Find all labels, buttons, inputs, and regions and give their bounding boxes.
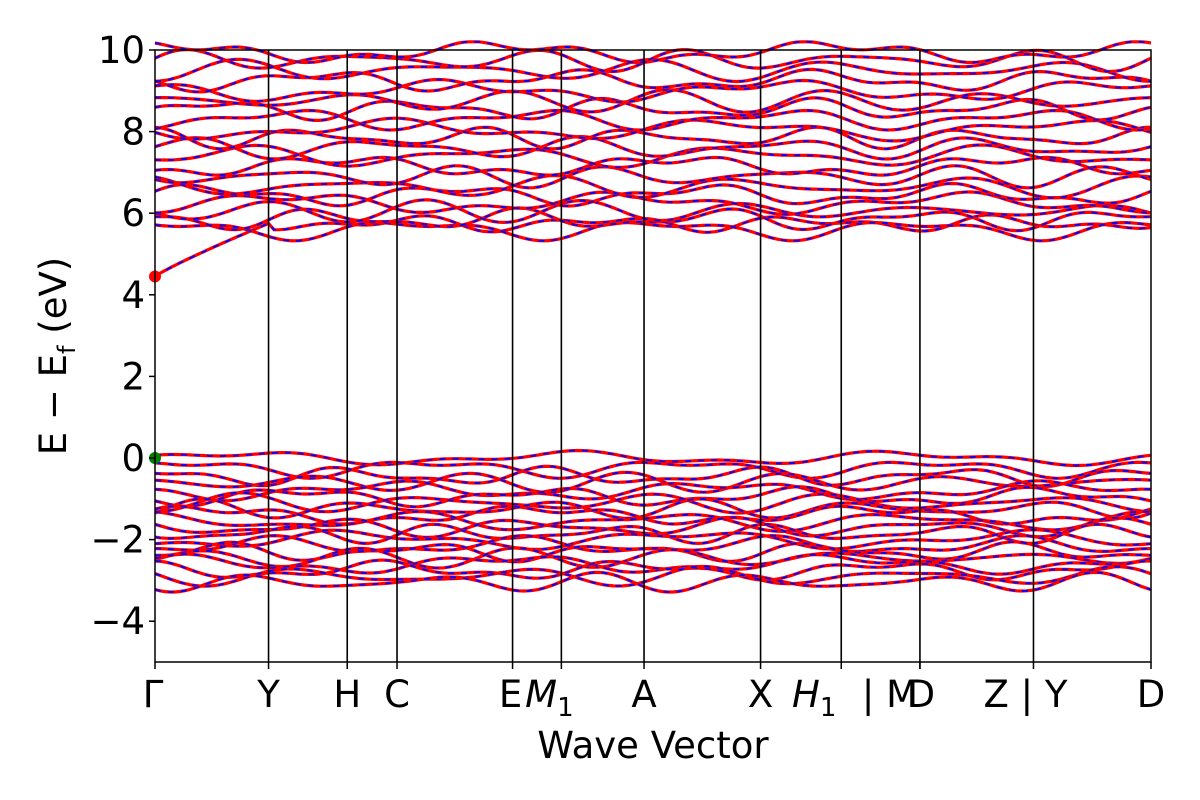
conduction-band-spin-up <box>154 116 1152 143</box>
valence-band-spin-down <box>154 547 1152 569</box>
conduction-band-spin-down <box>154 126 1151 150</box>
y-tick-label: 8 <box>121 111 145 154</box>
conduction-band-spin-down <box>154 206 1152 232</box>
x-tick-label: A <box>631 673 656 716</box>
y-tick-label: 4 <box>121 274 145 317</box>
plot-frame <box>154 49 1152 663</box>
x-tick-label: M1 <box>525 673 573 723</box>
valence-band-spin-down <box>154 565 1152 588</box>
valence-band-spin-down <box>154 449 1152 467</box>
conduction-band-spin-down <box>154 164 1152 189</box>
y-tick-label: −4 <box>90 600 145 643</box>
x-tick-label: H <box>333 673 361 716</box>
conduction-band-spin-down <box>154 135 1152 160</box>
y-tick-label: 10 <box>98 29 145 72</box>
x-tick-label: | M <box>862 673 918 716</box>
conduction-band-spin-up <box>154 198 1152 225</box>
x-tick-label: Γ <box>143 673 164 716</box>
valence-band-spin-down <box>154 571 1152 593</box>
conduction-band-spin-up <box>154 190 1152 217</box>
valence-band-spin-down <box>154 485 1152 508</box>
conduction-band-spin-up <box>154 40 1152 65</box>
valence-band-spin-down <box>154 559 1151 581</box>
valence-band-spin-down <box>154 491 1152 514</box>
conduction-band-spin-down <box>154 97 1152 122</box>
x-tick-label: D <box>1137 673 1166 716</box>
conduction-band-spin-down <box>154 199 1152 224</box>
x-tick-label: E <box>499 673 522 716</box>
conduction-band-spin-down <box>154 68 1152 93</box>
conduction-band-spin-down <box>154 144 1152 169</box>
valence-band-spin-down <box>154 523 1152 545</box>
conduction-band-spin-down <box>155 88 1152 114</box>
valence-band-spin-down <box>154 471 1152 494</box>
kpoint-lines <box>267 50 1035 662</box>
y-tick-label: 6 <box>121 192 145 235</box>
bands-layer <box>154 40 1152 594</box>
valence-band-spin-up <box>154 515 1152 539</box>
y-tick-label: 2 <box>121 355 145 398</box>
y-tick-label: 0 <box>121 437 145 480</box>
x-tick-label: Y <box>256 673 280 716</box>
conduction-band-spin-down <box>154 174 1152 199</box>
valence-band-spin-down <box>154 497 1152 520</box>
y-tick-label: −2 <box>90 519 145 562</box>
conduction-band-spin-down <box>154 182 1152 207</box>
x-tick-label: C <box>384 673 410 716</box>
x-axis-title: Wave Vector <box>537 724 769 767</box>
x-tick-label: D <box>907 673 936 716</box>
valence-band-spin-up <box>154 509 1152 534</box>
conduction-band-spin-down <box>154 48 1152 73</box>
conduction-band-spin-up <box>154 77 1152 104</box>
y-axis-ticks: −4 −2 0 2 4 6 8 10 <box>90 29 155 643</box>
valence-band-spin-up <box>154 479 1152 503</box>
x-tick-label: Z | Y <box>984 673 1068 716</box>
valence-band-spin-up <box>154 552 1152 576</box>
valence-band-spin-down <box>154 528 1152 551</box>
conduction-band-spin-down <box>154 109 1152 131</box>
y-axis-title: E − Ef (eV) <box>32 257 81 455</box>
conduction-band-spin-down <box>154 221 1152 242</box>
x-tick-label: H1 <box>792 673 836 723</box>
x-tick-label: X <box>748 673 773 716</box>
